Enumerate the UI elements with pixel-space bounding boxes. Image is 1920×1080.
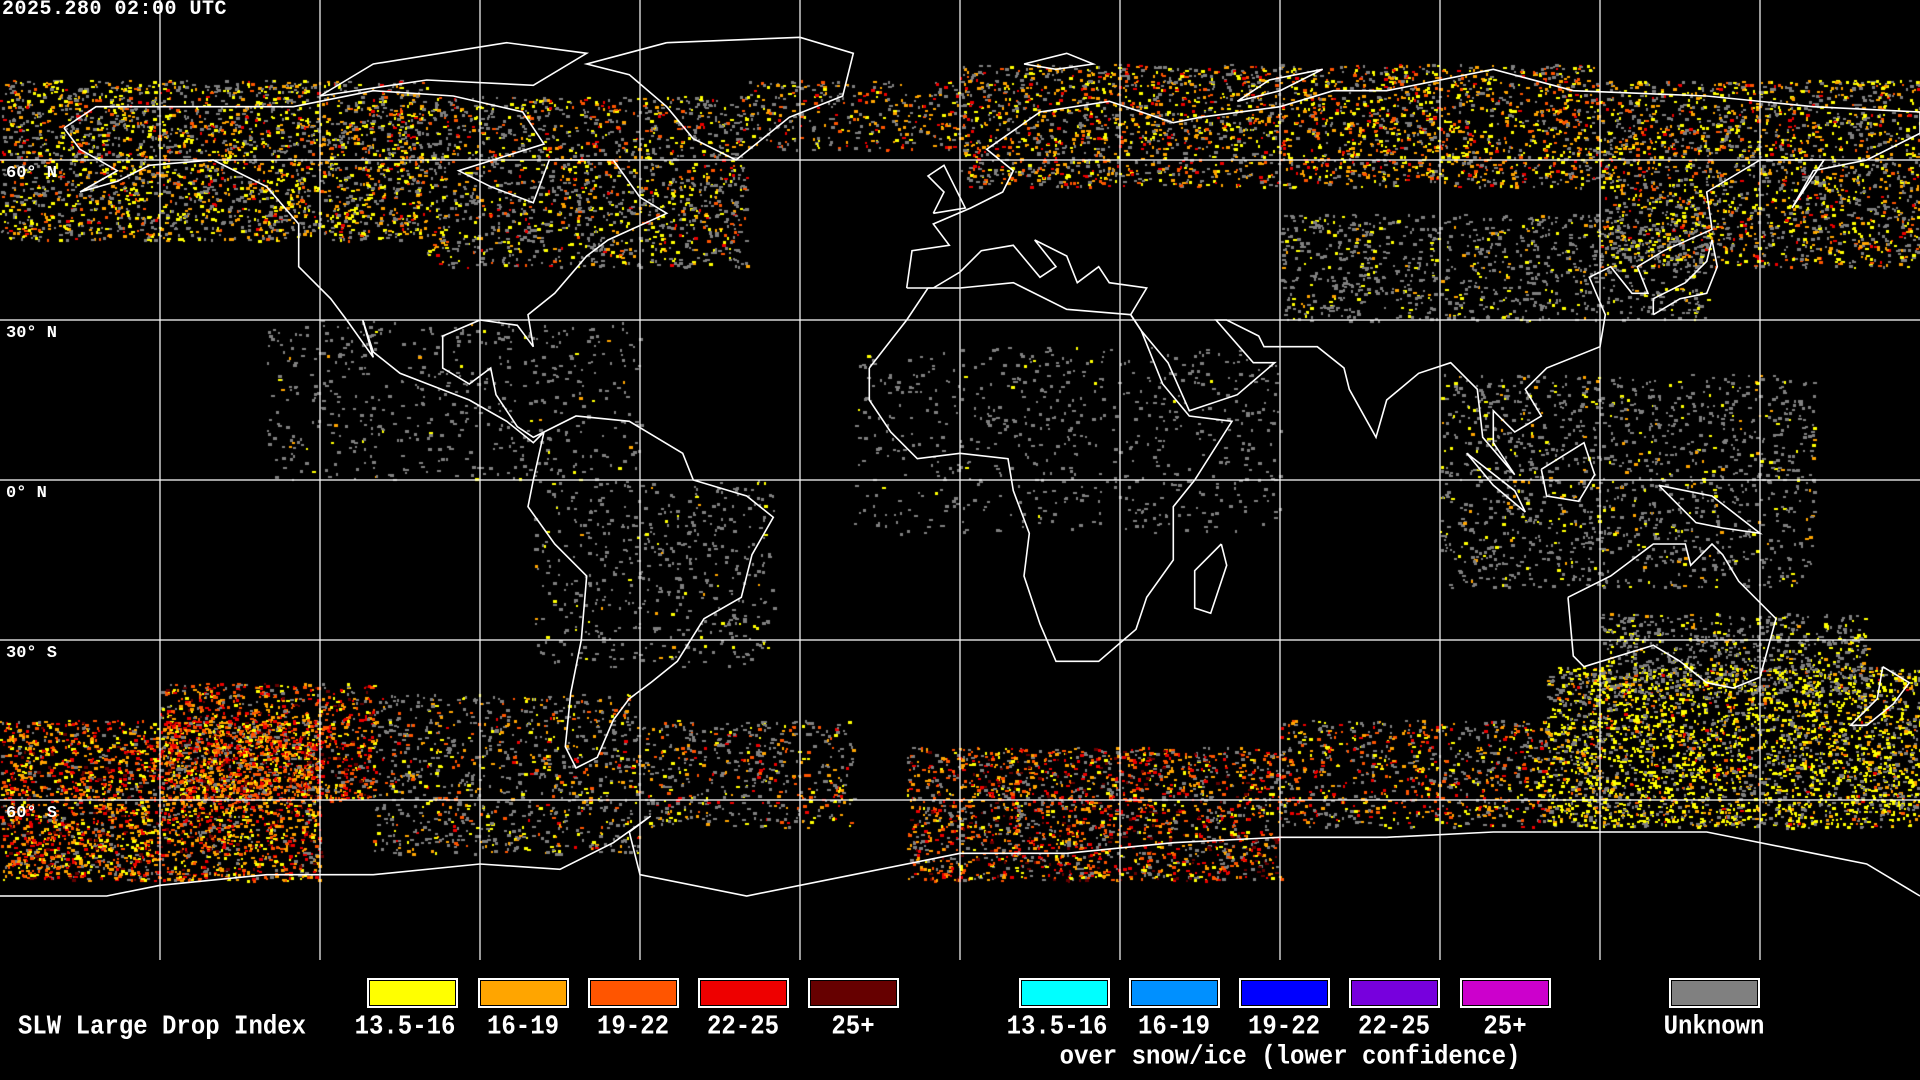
slw-map: 2025.280 02:00 UTC 60° N 30° N 0° N 30° … [0,0,1920,960]
legend-title: SLW Large Drop Index [18,1012,307,1043]
coastline-sumatra [1466,452,1527,513]
coastline-africa [868,281,1234,663]
coastline-new-guinea [1658,484,1763,535]
swatch-unknown [1669,978,1760,1008]
coastline-uk [926,164,967,215]
lat-label-60n: 60° N [6,164,58,183]
label-snow-0: 13.5-16 [1006,1012,1108,1043]
lat-label-30s: 30° S [6,644,58,663]
label-main-0: 13.5-16 [354,1012,456,1043]
coastline-australia [1567,542,1777,689]
swatch-main-1 [478,978,569,1008]
lat-label-0n: 0° N [6,484,47,503]
label-unknown: Unknown [1663,1012,1765,1043]
swatch-snow-3 [1349,978,1440,1008]
coastline-north-america [63,89,669,444]
swatch-snow-1 [1129,978,1220,1008]
coastline-svalbard [1023,52,1097,71]
coastline-canadian-arctic [319,41,590,97]
label-snow-3: 22-25 [1357,1012,1430,1043]
swatch-main-2 [588,978,679,1008]
lat-lon-grid [0,0,1920,960]
snow-ice-caption: over snow/ice (lower confidence) [1059,1042,1521,1073]
timestamp: 2025.280 02:00 UTC [2,0,228,21]
coastline-south-america [527,415,775,770]
swatch-snow-0 [1019,978,1110,1008]
coastline-madagascar [1193,543,1228,615]
swatch-snow-2 [1239,978,1330,1008]
coastline-eurasia [905,68,1920,476]
coastline-novaya-zemlya [1236,68,1324,103]
swatch-main-3 [698,978,789,1008]
coastline-japan [1652,239,1719,316]
coastline-greenland [583,36,855,161]
coastline-grid-layer [0,0,1920,960]
label-snow-4: 25+ [1483,1012,1527,1043]
label-main-1: 16-19 [486,1012,559,1043]
label-main-4: 25+ [831,1012,875,1043]
coastline-borneo [1540,441,1596,503]
legend: SLW Large Drop Index 13.5-16 16-19 19-22… [0,960,1920,1080]
swatch-snow-4 [1460,978,1551,1008]
swatch-main-4 [808,978,899,1008]
label-main-3: 22-25 [706,1012,779,1043]
coastline-new-zealand [1848,666,1911,727]
label-main-2: 19-22 [596,1012,669,1043]
lat-label-30n: 30° N [6,324,58,343]
lat-label-60s: 60° S [6,804,58,823]
label-snow-2: 19-22 [1247,1012,1320,1043]
label-snow-1: 16-19 [1137,1012,1210,1043]
swatch-main-0 [367,978,458,1008]
